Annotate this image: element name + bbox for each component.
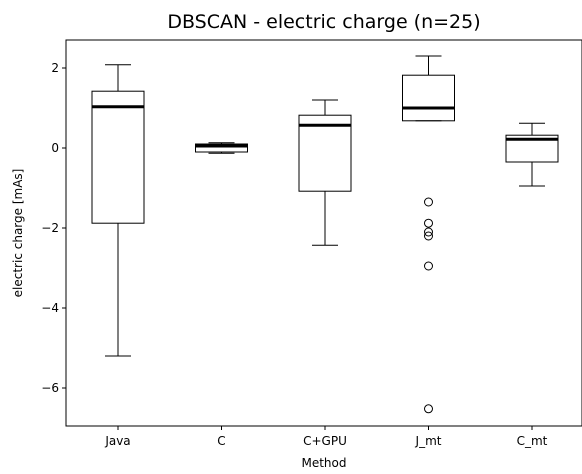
iqr-box	[195, 143, 248, 153]
plot-area: 2 0 −2 −4 −6 Java C C+GPU J_mt C_mt	[41, 55, 559, 448]
plot-frame	[65, 39, 582, 427]
outlier-point	[424, 197, 433, 207]
iqr-box	[91, 90, 145, 224]
outlier-point	[424, 227, 433, 237]
x-tick-label: Java	[104, 434, 130, 448]
x-tick-label: C	[217, 434, 225, 448]
box-group-j-mt	[402, 55, 455, 414]
box-group-c-gpu	[298, 99, 352, 246]
y-tick-label: −2	[41, 221, 59, 235]
y-tick-label: −4	[41, 301, 59, 315]
box-group-c-mt	[505, 122, 559, 187]
chart-title: DBSCAN - electric charge (n=25)	[167, 11, 480, 33]
y-tick-label: 2	[51, 61, 59, 75]
iqr-box	[402, 74, 455, 122]
x-axis-label: Method	[301, 456, 346, 470]
y-tick-label: −6	[41, 381, 59, 395]
outlier-point	[424, 218, 433, 228]
y-tick-label: 0	[51, 141, 59, 155]
iqr-box	[505, 134, 559, 163]
box-group-c	[195, 142, 248, 154]
box-group-java	[91, 64, 145, 357]
iqr-box	[298, 114, 352, 192]
outlier-point	[424, 404, 433, 414]
outlier-point	[424, 261, 433, 271]
x-tick-label: C+GPU	[303, 434, 347, 448]
y-axis-label: electric charge [mAs]	[11, 169, 25, 298]
x-tick-label: C_mt	[517, 434, 548, 448]
x-tick-label: J_mt	[415, 434, 442, 448]
outlier-point	[424, 231, 433, 241]
